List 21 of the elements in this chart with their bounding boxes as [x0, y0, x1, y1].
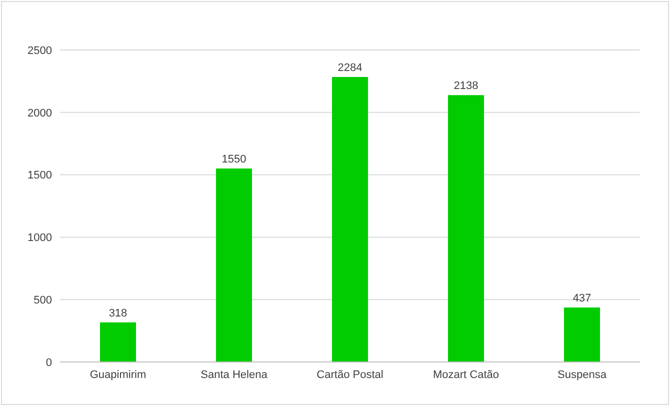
y-tick-label: 2000	[28, 107, 52, 120]
bar	[448, 95, 484, 362]
x-tick-label: Santa Helena	[200, 368, 268, 381]
bar	[564, 307, 600, 362]
x-tick-label: Guapimirim	[90, 368, 146, 381]
y-tick-label: 0	[46, 356, 52, 369]
bar	[332, 76, 368, 362]
x-tick-label: Suspensa	[558, 368, 608, 381]
x-tick-label: Mozart Catão	[432, 368, 500, 381]
data-label: 437	[572, 292, 592, 304]
y-tick-label: 1500	[28, 170, 52, 182]
data-label: 318	[108, 307, 128, 320]
bar	[100, 322, 136, 362]
y-tick-label: 500	[34, 294, 52, 307]
y-tick-label: 2500	[28, 44, 52, 57]
y-tick-label: 1000	[28, 232, 52, 244]
data-label: 2138	[454, 80, 478, 92]
data-label: 1550	[222, 154, 246, 166]
data-label: 2284	[338, 62, 362, 74]
x-tick-label: Cartão Postal	[316, 368, 384, 381]
bar	[216, 168, 252, 362]
